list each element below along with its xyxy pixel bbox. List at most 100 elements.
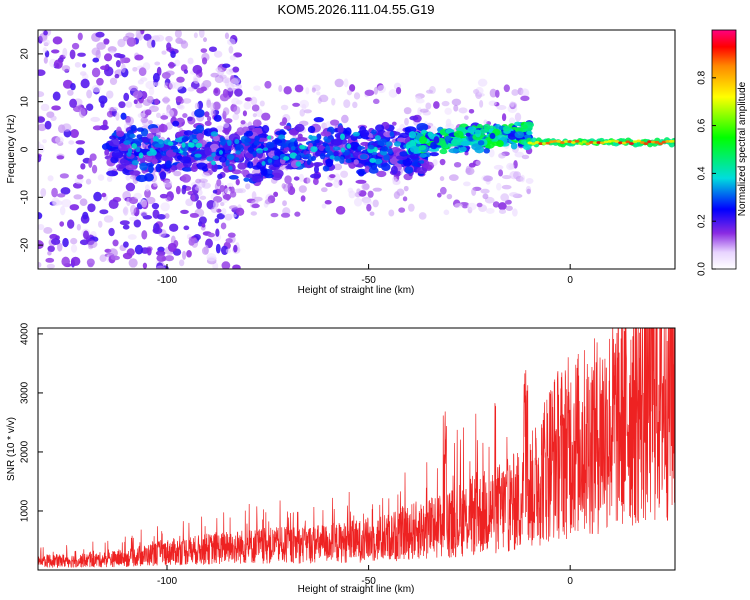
spectrogram-cell: [213, 114, 222, 122]
snr-panel: -100 -50 0 1000 2000 3000 4000 Height of stra…: [6, 322, 676, 595]
spectrogram-cell: [343, 99, 351, 108]
spectrogram-cell: [232, 113, 240, 121]
spectrogram-cell: [178, 259, 185, 267]
spectrogram-cell: [344, 127, 352, 136]
spectrogram-cell: [134, 54, 144, 61]
spectrogram-cell: [318, 94, 329, 103]
spectrogram-cell: [647, 140, 653, 144]
spectrogram-cell: [129, 133, 136, 139]
spectrogram-cell: [38, 262, 42, 268]
spectrogram-cell: [245, 183, 251, 190]
spectrogram-cell: [549, 140, 555, 144]
spectrogram-cell: [377, 138, 388, 147]
spectrogram-cell: [330, 119, 340, 126]
spectrogram-cell: [305, 153, 312, 158]
spectrogram-cell: [390, 165, 398, 175]
spectrogram-cell: [275, 130, 287, 136]
spectrogram-cell: [209, 102, 215, 112]
spectrogram-cell: [446, 193, 453, 200]
spectrogram-cell: [192, 139, 199, 144]
spectrogram-cell: [271, 158, 282, 168]
spectrogram-cell: [498, 152, 506, 159]
spectrogram-cell: [443, 209, 450, 216]
spectrogram-cell: [625, 140, 631, 144]
spectrogram-cell: [200, 48, 208, 53]
spectrogram-cell: [417, 107, 423, 116]
spectrogram-cell: [465, 167, 475, 175]
spectrogram-cell: [38, 123, 47, 132]
spectrogram-cell: [368, 167, 379, 174]
spectrogram-cell: [182, 113, 188, 118]
spectrogram-cell: [216, 213, 225, 220]
spectrogram-cell: [395, 172, 401, 177]
spectrogram-cell: [244, 137, 252, 143]
spectrogram-cell: [103, 53, 113, 62]
spectrogram-cell: [425, 89, 434, 94]
spectrogram-cell: [360, 141, 370, 147]
spectrogram-cell: [198, 216, 207, 225]
spectrogram-cell: [294, 211, 301, 217]
spectrogram-cell: [166, 42, 172, 51]
spectrogram-cell: [70, 244, 78, 253]
spectrogram-cell: [347, 187, 354, 194]
spectrogram-cell: [618, 141, 623, 145]
spectrogram-cell: [70, 256, 81, 266]
spectrogram-cell: [143, 33, 152, 41]
spectrogram-cell: [73, 194, 82, 200]
spectrogram-cell: [122, 207, 128, 214]
spectrogram-cell: [151, 158, 158, 165]
spectrogram-cell: [222, 122, 230, 129]
spectrogram-cell: [375, 124, 385, 132]
spectrogram-cell: [461, 202, 469, 209]
spectrogram-cell: [333, 155, 341, 162]
spectrogram-cell: [233, 105, 241, 115]
spectrogram-cell: [371, 151, 378, 156]
spectrogram-cell: [385, 141, 393, 147]
spectrogram-cell: [145, 80, 156, 90]
spectrogram-cell: [242, 110, 248, 117]
spectrogram-cell: [643, 142, 649, 146]
spectrogram-cell: [51, 238, 61, 245]
spectrogram-cell: [246, 173, 255, 179]
spectrogram-cell: [160, 115, 169, 120]
spectrogram-cell: [123, 140, 131, 145]
spectrogram-cell: [271, 139, 283, 144]
spectrogram-cell: [265, 141, 275, 149]
spectrogram-cell: [95, 31, 105, 38]
spectrogram-cell: [140, 137, 151, 143]
spectrogram-cell: [134, 244, 144, 255]
spectrogram-cell: [42, 139, 47, 144]
spectrogram-cell: [186, 233, 192, 240]
spectrogram-cell: [292, 102, 300, 107]
spectrogram-x-label: Height of straight line (km): [298, 285, 415, 296]
spectrogram-cell: [119, 220, 130, 226]
spectrogram-cell: [256, 149, 264, 154]
spectrogram-cell: [348, 84, 356, 92]
spectrogram-cell: [217, 173, 223, 180]
spectrogram-cell: [416, 122, 429, 132]
spectrogram-cell: [225, 68, 234, 75]
spectrogram-cell: [261, 112, 271, 121]
spectrogram-cell: [167, 141, 174, 146]
spectrogram-cell: [425, 102, 432, 110]
spectrogram-cell: [433, 136, 440, 144]
spectrogram-cell: [109, 135, 117, 140]
spectrogram-cell: [80, 78, 90, 89]
spectrogram-cell: [47, 245, 55, 253]
spectrogram-cell: [161, 71, 171, 79]
spectrogram-cell: [156, 254, 166, 262]
spectrogram-cell: [500, 193, 510, 202]
spectrogram-cell: [329, 155, 336, 160]
spectrogram-cell: [459, 146, 467, 152]
spectrogram-cell: [83, 230, 89, 240]
spectrogram-cell: [152, 72, 160, 83]
spectrogram-cell: [227, 139, 232, 147]
spectrogram-cell: [556, 139, 562, 143]
spectrogram-cell: [226, 82, 234, 92]
spectrogram-cell: [176, 76, 185, 83]
spectrogram-cell: [213, 200, 218, 209]
spectrogram-cell: [270, 212, 279, 218]
spectrogram-cell: [264, 80, 272, 89]
spectrogram-cell: [307, 125, 316, 134]
spectrogram-cell: [144, 173, 154, 182]
